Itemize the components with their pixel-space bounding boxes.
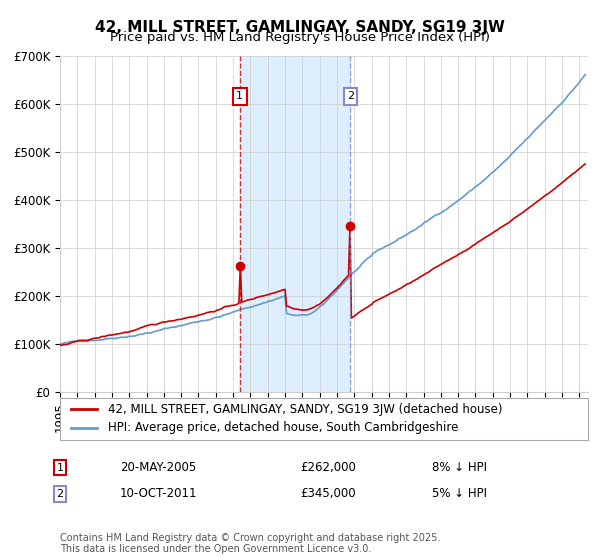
Text: 10-OCT-2011: 10-OCT-2011 [120,487,197,501]
Text: 1: 1 [56,463,64,473]
Bar [239,56,350,392]
Text: HPI: Average price, detached house, South Cambridgeshire: HPI: Average price, detached house, Sout… [107,421,458,435]
Text: 20-MAY-2005: 20-MAY-2005 [120,461,196,474]
Text: 2: 2 [56,489,64,499]
Text: 5% ↓ HPI: 5% ↓ HPI [432,487,487,501]
Text: £345,000: £345,000 [300,487,356,501]
Text: 42, MILL STREET, GAMLINGAY, SANDY, SG19 3JW: 42, MILL STREET, GAMLINGAY, SANDY, SG19 … [95,20,505,35]
Text: 1: 1 [236,91,243,101]
Text: 42, MILL STREET, GAMLINGAY, SANDY, SG19 3JW (detached house): 42, MILL STREET, GAMLINGAY, SANDY, SG19 … [107,403,502,416]
Text: Price paid vs. HM Land Registry's House Price Index (HPI): Price paid vs. HM Land Registry's House … [110,31,490,44]
Text: 2: 2 [347,91,354,101]
Text: Contains HM Land Registry data © Crown copyright and database right 2025.
This d: Contains HM Land Registry data © Crown c… [60,533,440,554]
Text: 8% ↓ HPI: 8% ↓ HPI [432,461,487,474]
Text: £262,000: £262,000 [300,461,356,474]
